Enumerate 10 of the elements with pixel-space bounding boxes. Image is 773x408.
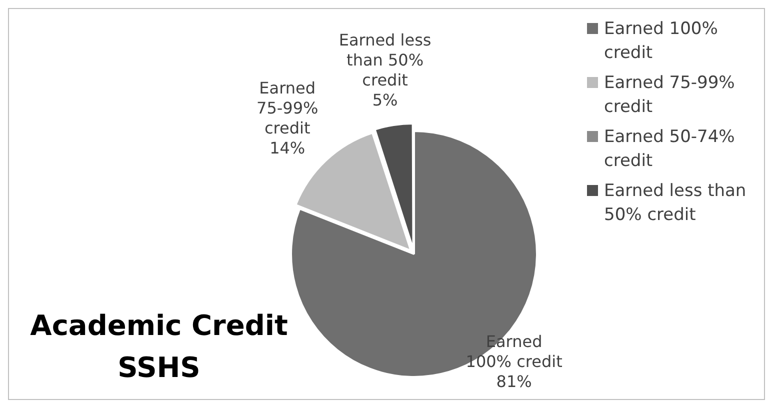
legend-label: Earned 75-99% credit [604,72,736,119]
legend-label: Earned less than 50% credit [604,180,748,227]
slice-label: Earned 75-99% credit [256,78,318,138]
legend-label: Earned 50-74% credit [604,126,736,173]
legend-label: Earned 100% credit [604,18,719,65]
slice-label: Earned less than 50% credit [338,30,432,90]
data-label: 81% [496,372,532,392]
text: Academic Credit SSHS [29,308,289,386]
data-label: 14% [270,138,306,158]
data-label: 5% [372,90,398,110]
